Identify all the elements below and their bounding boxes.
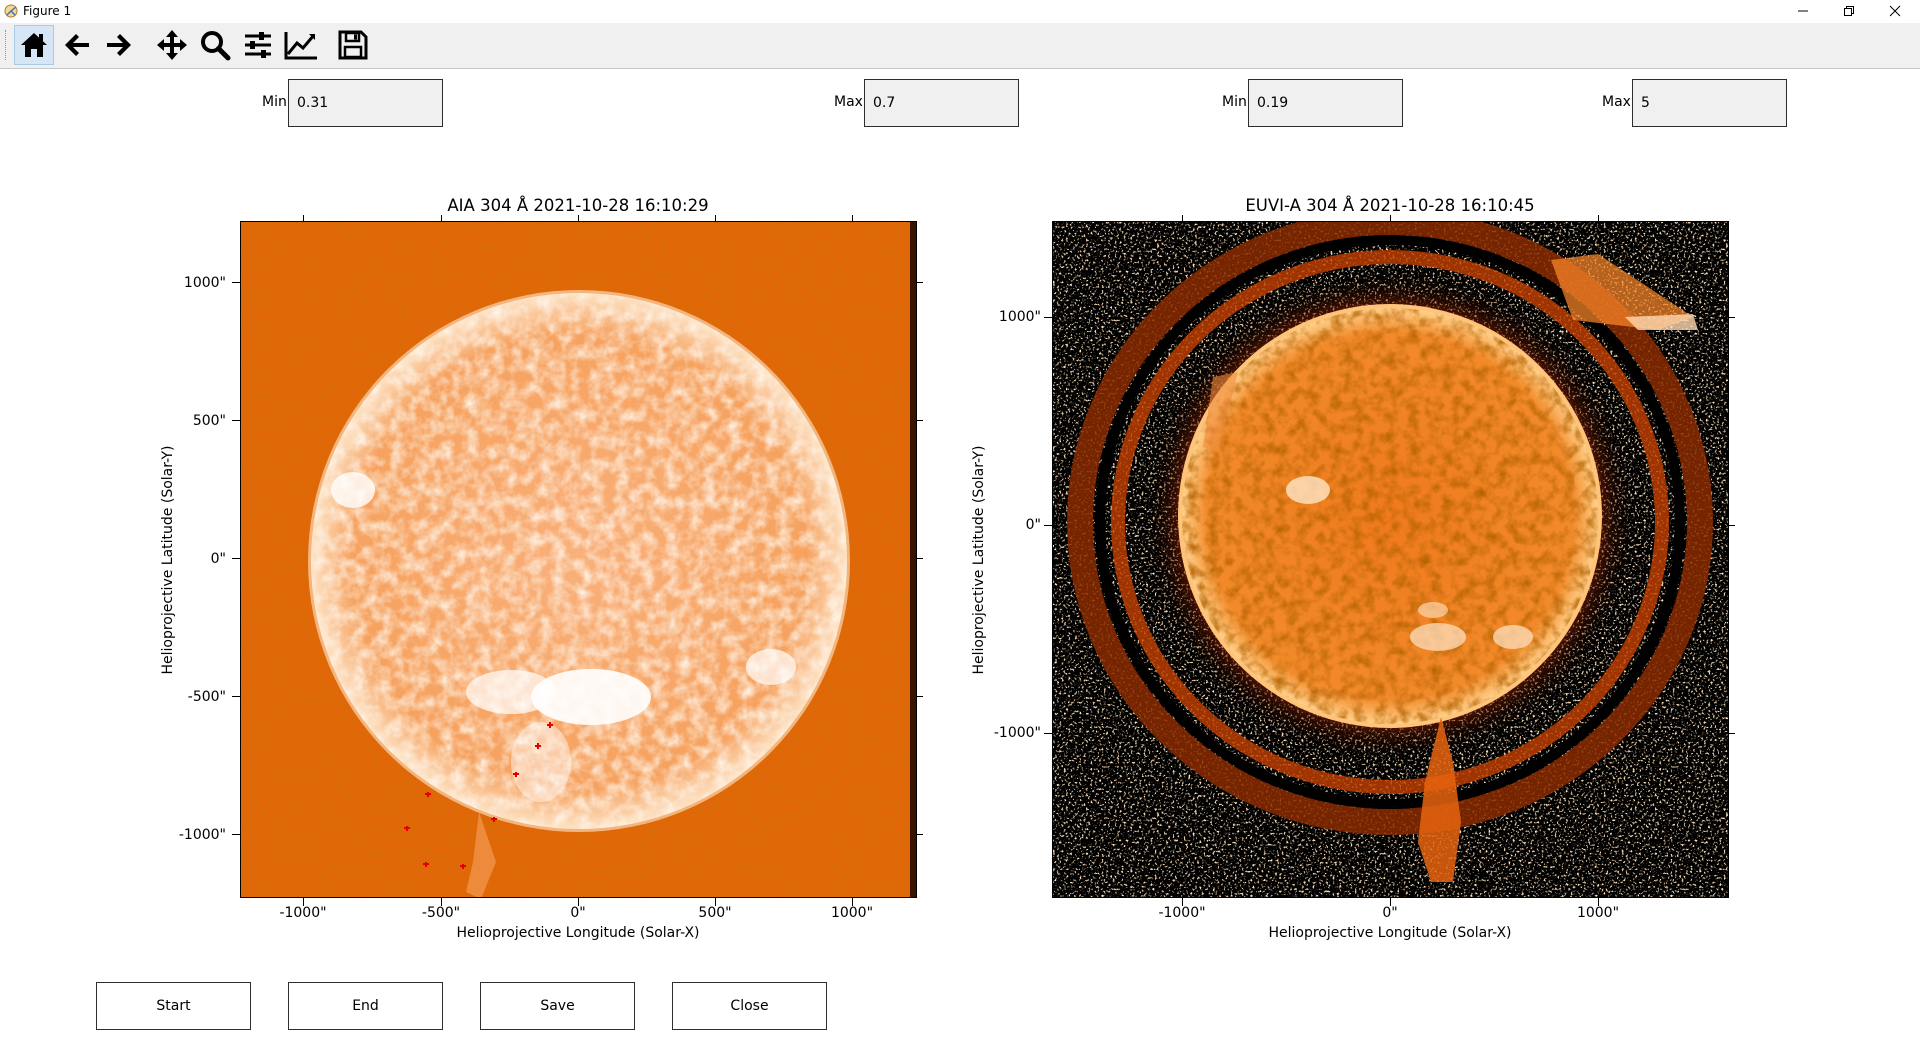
zoom-icon xyxy=(201,31,231,61)
max-label-2: Max xyxy=(1602,94,1631,110)
window-titlebar: Figure 1 xyxy=(0,0,1920,23)
subplots-config-icon xyxy=(245,32,271,58)
left-ytick-label: -500" xyxy=(187,689,226,705)
left-ytick-right xyxy=(917,420,923,421)
euvi-sun-image xyxy=(1053,222,1728,897)
left-xtick-label: 500" xyxy=(698,905,732,921)
left-ytick-right xyxy=(917,696,923,697)
forward-button[interactable] xyxy=(99,25,139,65)
pan-icon xyxy=(157,30,187,60)
left-ytick xyxy=(232,558,240,559)
left-ytick-label: 1000" xyxy=(183,275,226,291)
right-ytick-label: 1000" xyxy=(998,309,1041,325)
right-xtick xyxy=(1598,898,1599,906)
close-button[interactable]: Close xyxy=(672,982,827,1030)
left-xtick xyxy=(852,898,853,906)
right-yaxis-label: Helioprojective Latitude (Solar-Y) xyxy=(971,445,987,675)
right-xtick-label: 1000" xyxy=(1576,905,1620,921)
left-ytick-label: 0" xyxy=(210,551,226,567)
right-xtick-label: 0" xyxy=(1382,905,1398,921)
left-plot-axes[interactable] xyxy=(240,221,917,898)
min-label-1: Min xyxy=(262,94,287,110)
aia-sun-image xyxy=(241,222,916,897)
navigation-toolbar xyxy=(0,23,1920,69)
left-xtick-top xyxy=(715,215,716,221)
home-button[interactable] xyxy=(14,25,54,65)
min-input-1[interactable]: 0.31 xyxy=(288,79,443,127)
back-button[interactable] xyxy=(57,25,97,65)
left-ytick xyxy=(232,282,240,283)
left-xaxis-label: Helioprojective Longitude (Solar-X) xyxy=(456,925,700,941)
forward-arrow-icon xyxy=(107,34,131,56)
zoom-button[interactable] xyxy=(195,25,235,65)
right-ytick-right xyxy=(1729,317,1735,318)
right-ytick-label: 0" xyxy=(1025,517,1041,533)
right-xtick-label: -1000" xyxy=(1158,905,1206,921)
left-xtick xyxy=(441,898,442,906)
minimize-icon[interactable] xyxy=(1780,0,1826,22)
left-yaxis-label: Helioprojective Latitude (Solar-Y) xyxy=(160,445,176,675)
right-ytick-right xyxy=(1729,525,1735,526)
right-xtick xyxy=(1390,898,1391,906)
save-button[interactable]: Save xyxy=(480,982,635,1030)
right-ytick-right xyxy=(1729,733,1735,734)
home-icon xyxy=(21,33,47,57)
left-ytick-label: 500" xyxy=(192,413,226,429)
right-xtick xyxy=(1182,898,1183,906)
max-label-1: Max xyxy=(834,94,863,110)
restore-icon[interactable] xyxy=(1826,0,1872,22)
max-input-1[interactable]: 0.7 xyxy=(864,79,1019,127)
min-input-2[interactable]: 0.19 xyxy=(1248,79,1403,127)
left-xtick-label: 1000" xyxy=(830,905,874,921)
edit-axis-icon xyxy=(284,32,317,60)
window-title: Figure 1 xyxy=(23,4,72,18)
back-arrow-icon xyxy=(65,34,89,56)
right-xaxis-label: Helioprojective Longitude (Solar-X) xyxy=(1268,925,1512,941)
close-icon[interactable] xyxy=(1872,0,1918,22)
left-xtick xyxy=(715,898,716,906)
left-xtick-label: -1000" xyxy=(279,905,327,921)
left-xtick xyxy=(578,898,579,906)
left-xtick-label: 0" xyxy=(570,905,586,921)
left-xtick-top xyxy=(303,215,304,221)
min-label-2: Min xyxy=(1222,94,1247,110)
pan-button[interactable] xyxy=(152,25,192,65)
left-ytick xyxy=(232,420,240,421)
right-plot-title: EUVI-A 304 Å 2021-10-28 16:10:45 xyxy=(1245,196,1535,215)
right-ytick xyxy=(1044,733,1052,734)
right-ytick xyxy=(1044,317,1052,318)
left-xtick-label: -500" xyxy=(421,905,461,921)
right-xtick-top xyxy=(1390,215,1391,221)
left-xtick-top xyxy=(578,215,579,221)
edit-axis-button[interactable] xyxy=(281,25,321,65)
right-ytick-label: -1000" xyxy=(993,725,1041,741)
save-icon xyxy=(338,30,368,60)
end-button[interactable]: End xyxy=(288,982,443,1030)
matplotlib-logo-icon xyxy=(4,4,18,18)
left-ytick-right xyxy=(917,282,923,283)
left-ytick-right xyxy=(917,558,923,559)
right-xtick-top xyxy=(1182,215,1183,221)
left-ytick xyxy=(232,696,240,697)
save-figure-button[interactable] xyxy=(333,25,373,65)
left-xtick xyxy=(303,898,304,906)
toolbar-grip xyxy=(5,30,9,60)
right-xtick-top xyxy=(1598,215,1599,221)
start-button[interactable]: Start xyxy=(96,982,251,1030)
right-ytick xyxy=(1044,525,1052,526)
left-ytick-label: -1000" xyxy=(178,827,226,843)
selection-markers xyxy=(404,722,553,869)
max-input-2[interactable]: 5 xyxy=(1632,79,1787,127)
left-ytick xyxy=(232,834,240,835)
left-xtick-top xyxy=(441,215,442,221)
right-plot-axes[interactable] xyxy=(1052,221,1729,898)
left-ytick-right xyxy=(917,834,923,835)
configure-subplots-button[interactable] xyxy=(238,25,278,65)
left-plot-title: AIA 304 Å 2021-10-28 16:10:29 xyxy=(447,196,709,215)
left-xtick-top xyxy=(852,215,853,221)
